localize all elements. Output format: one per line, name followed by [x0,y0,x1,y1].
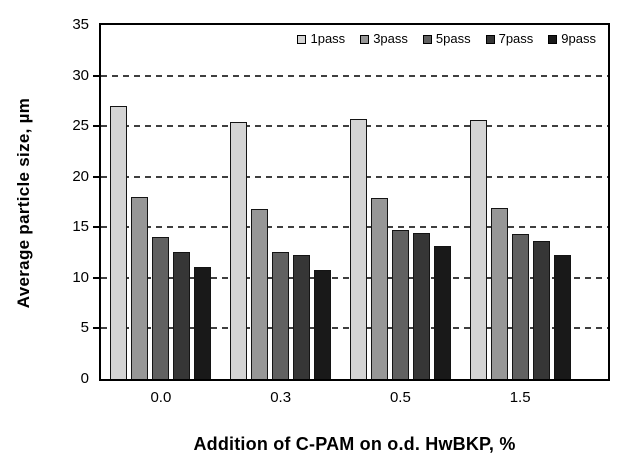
legend-marker-1pass [297,34,307,44]
bar-3pass-0.3 [251,209,269,379]
y-tick-label-20: 20 [72,167,89,185]
bar-group-0.5 [341,25,461,379]
bar-group-1.5 [460,25,580,379]
legend-marker-7pass [485,34,495,44]
bar-1pass-1.5 [469,120,487,379]
legend-label-7pass: 7pass [498,31,534,46]
bar-9pass-0.5 [433,245,451,379]
bar-5pass-0.3 [272,251,290,379]
bar-9pass-0.3 [314,269,332,379]
x-tick-label-0.0: 0.0 [150,389,172,406]
grid-line-30 [101,74,608,77]
bar-group-0.3 [221,25,341,379]
bar-3pass-0.5 [370,197,388,379]
legend-item-3pass: 3pass [360,32,408,46]
bar-1pass-0.3 [230,122,248,379]
legend-label-1pass: 1pass [310,31,346,46]
y-tick-label-35: 35 [72,16,89,33]
bar-3pass-1.5 [490,208,508,379]
bar-7pass-0.5 [412,233,430,379]
bar-1pass-0.5 [349,119,367,379]
legend-marker-5pass [422,34,432,44]
x-tick-label-0.5: 0.5 [389,389,411,406]
y-tick-mark-25 [93,125,99,128]
y-tick-mark-20 [93,175,99,178]
x-tick-label-1.5: 1.5 [509,389,531,406]
legend-item-5pass: 5pass [422,31,471,46]
bar-5pass-0.0 [152,237,170,379]
bar-7pass-0.3 [293,254,311,379]
y-tick-label-5: 5 [80,319,89,337]
y-tick-mark-15 [93,226,99,229]
legend-label-5pass: 5pass [435,31,471,46]
x-axis-title: Addition of C-PAM on o.d. HwBKP, % [193,434,516,454]
legend-item-9pass: 9pass [548,32,596,46]
bar-5pass-0.5 [391,230,409,379]
bar-group-0.0 [101,25,221,379]
y-tick-mark-30 [93,74,99,77]
bar-7pass-1.5 [532,241,550,379]
bar-9pass-1.5 [553,254,571,379]
plot-area: 1pass 3pass 5pass 7pass 9pass [99,23,610,381]
y-tick-mark-5 [93,327,99,330]
legend-marker-9pass [548,34,558,44]
bar-1pass-0.0 [110,105,128,379]
legend-marker-3pass [360,34,370,44]
y-tick-label-25: 25 [72,117,89,135]
y-axis-title: Average particle size, µm [14,97,33,309]
bar-9pass-0.0 [194,266,212,379]
y-tick-label-0: 0 [80,370,89,387]
bar-7pass-0.0 [173,251,191,379]
bars-area [101,25,608,379]
legend-label-9pass: 9pass [561,31,596,46]
bar-5pass-1.5 [511,234,529,379]
bar-3pass-0.0 [131,196,149,379]
legend-item-1pass: 1pass [297,32,345,46]
x-tick-label-0.3: 0.3 [270,389,292,406]
legend-label-3pass: 3pass [373,31,408,46]
y-tick-mark-10 [93,276,99,279]
y-tick-label-30: 30 [72,66,89,84]
y-tick-label-15: 15 [72,218,89,236]
legend-item-7pass: 7pass [485,31,534,46]
legend: 1pass 3pass 5pass 7pass 9pass [297,32,596,46]
y-tick-label-10: 10 [72,268,89,286]
